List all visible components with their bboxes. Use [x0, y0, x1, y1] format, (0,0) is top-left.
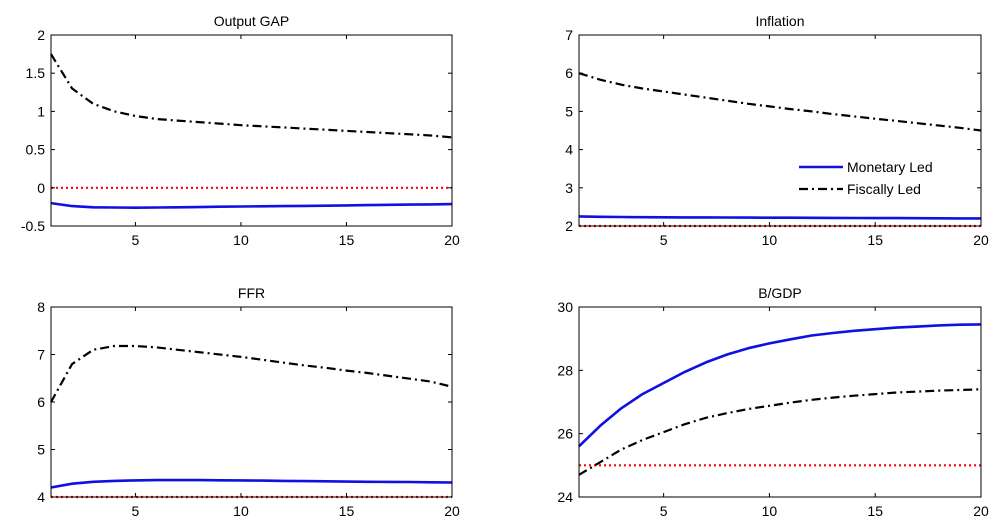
series-line-monetary: [578, 323, 982, 448]
series-line-fiscal: [578, 72, 982, 132]
x-tick-label: 15: [867, 503, 883, 519]
chart-panel-3: FFR 5 10 15 20 4 5 6 7 8: [37, 285, 460, 519]
x-tick-label: 20: [973, 232, 989, 248]
x-tick-label: 10: [233, 503, 249, 519]
series-line-monetary: [578, 215, 981, 220]
x-tick-label: 5: [660, 232, 668, 248]
y-tick-label: 8: [37, 299, 45, 315]
y-tick-label: 5: [37, 442, 45, 458]
axes-box: [50, 34, 453, 227]
axes-box: [578, 34, 982, 227]
y-tick-label: 6: [37, 394, 45, 410]
chart-title: B/GDP: [758, 285, 802, 301]
y-tick-label: 6: [565, 65, 573, 81]
legend: Monetary Led Fiscally Led: [799, 159, 933, 197]
y-tick-label: 0: [37, 180, 45, 196]
y-tick-label: 24: [557, 489, 573, 505]
legend-label-fiscal: Fiscally Led: [847, 181, 921, 197]
axes-box: [50, 306, 453, 498]
y-tick-label: -0.5: [21, 218, 45, 234]
x-tick-label: 20: [444, 232, 460, 248]
x-tick-label: 10: [233, 232, 249, 248]
y-tick-label: 2: [37, 27, 45, 43]
y-tick-label: 4: [565, 142, 573, 158]
series-line-monetary: [50, 201, 453, 209]
legend-label-monetary: Monetary Led: [847, 159, 933, 175]
x-tick-label: 20: [973, 503, 989, 519]
chart-panel-1: Output GAP 5 10 15 20 -0.5 0 0.5 1 1.5 2: [21, 13, 460, 248]
x-tick-label: 15: [339, 232, 355, 248]
x-tick-label: 15: [867, 232, 883, 248]
x-tick-label: 5: [132, 232, 140, 248]
y-tick-label: 26: [557, 426, 573, 442]
y-tick-label: 1: [37, 103, 45, 119]
y-tick-label: 0.5: [26, 142, 46, 158]
y-tick-label: 30: [557, 299, 573, 315]
x-tick-label: 20: [444, 503, 460, 519]
y-tick-label: 2: [565, 218, 573, 234]
x-tick-label: 10: [762, 232, 778, 248]
chart-panel-4: B/GDP 5 10 15 20 24 26 28 30: [557, 285, 989, 519]
y-tick-label: 28: [557, 362, 573, 378]
y-tick-label: 7: [37, 347, 45, 363]
chart-title: Inflation: [755, 13, 804, 29]
series-line-fiscal: [50, 344, 453, 403]
series-line-fiscal: [50, 53, 453, 139]
chart-title: Output GAP: [214, 13, 289, 29]
series-line-monetary: [50, 478, 453, 489]
chart-panel-2: Inflation 5 10 15 20 2 3 4 5 6 7 Monetary Led Fiscal…: [565, 13, 989, 248]
x-tick-label: 10: [762, 503, 778, 519]
y-tick-label: 3: [565, 180, 573, 196]
x-tick-label: 5: [660, 503, 668, 519]
axes-box: [578, 306, 982, 498]
y-tick-label: 7: [565, 27, 573, 43]
x-tick-label: 15: [339, 503, 355, 519]
series-line-fiscal: [578, 388, 982, 476]
y-tick-label: 1.5: [26, 65, 46, 81]
chart-title: FFR: [238, 285, 265, 301]
y-tick-label: 4: [37, 489, 45, 505]
y-tick-label: 5: [565, 103, 573, 119]
x-tick-label: 5: [132, 503, 140, 519]
